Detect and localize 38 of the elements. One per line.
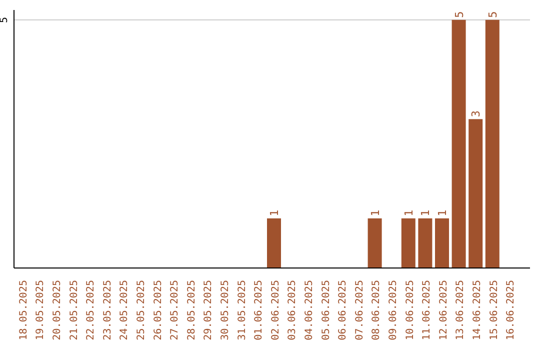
x-tick-label: 10.06.2025 [404,280,416,340]
data-label: 5 [486,11,500,18]
x-tick-label: 27.05.2025 [170,280,181,340]
data-label: 1 [402,210,416,216]
data-label: 1 [419,210,432,216]
x-tick-label: 05.06.2025 [320,280,332,340]
x-tick-label: 09.06.2025 [388,280,399,340]
x-tick-label: 19.05.2025 [35,280,46,340]
x-tick-label: 12.06.2025 [438,280,450,340]
x-tick-label: 25.05.2025 [136,280,147,340]
data-label: 5 [452,11,466,18]
x-tick-label: 22.05.2025 [86,280,97,340]
x-tick-label: 20.05.2025 [52,280,63,340]
x-tick-label: 11.06.2025 [422,280,433,340]
x-tick-label: 18.05.2025 [18,280,30,340]
x-tick-label: 30.05.2025 [220,280,231,340]
x-tick-label: 31.05.2025 [236,280,248,340]
x-tick-label: 06.06.2025 [338,280,349,340]
x-tick-label: 14.06.2025 [472,280,483,340]
x-tick-label: 23.05.2025 [102,280,114,340]
x-tick-label: 07.06.2025 [354,280,366,340]
data-label: 1 [368,210,382,216]
x-tick-label: 24.05.2025 [119,280,130,340]
x-tick-label: 03.06.2025 [287,280,298,340]
x-tick-label: 16.06.2025 [506,280,517,340]
x-tick-label: 01.06.2025 [254,280,265,340]
data-label: 1 [268,210,281,216]
x-tick-label: 28.05.2025 [186,280,198,340]
x-tick-label: 02.06.2025 [270,280,282,340]
x-tick-label: 15.06.2025 [488,280,500,340]
x-tick-label: 08.06.2025 [371,280,382,340]
x-tick-label: 13.06.2025 [455,280,466,340]
x-tick-label: 26.05.2025 [152,280,164,340]
data-label: 3 [470,110,483,118]
x-tick-label: 29.05.2025 [203,280,214,340]
x-tick-label: 04.06.2025 [304,280,315,340]
data-label: 1 [436,210,449,216]
x-tick-label: 21.05.2025 [68,280,80,340]
